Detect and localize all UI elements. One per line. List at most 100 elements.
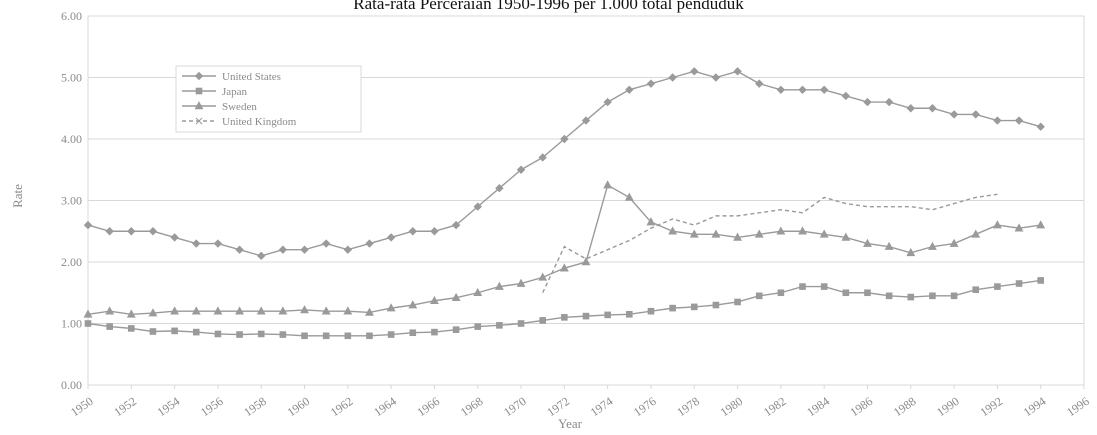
x-tick-label: 1958 xyxy=(241,394,269,419)
legend-item: United Kingdom xyxy=(182,116,297,128)
legend-label: Sweden xyxy=(222,101,257,113)
data-point xyxy=(734,298,741,306)
x-tick-label: 1996 xyxy=(1064,394,1092,419)
data-point xyxy=(777,289,785,297)
data-point xyxy=(690,67,699,76)
x-tick-label: 1960 xyxy=(285,394,313,419)
data-point xyxy=(257,251,266,261)
data-point xyxy=(972,286,980,293)
data-point xyxy=(906,104,915,113)
data-point xyxy=(668,226,678,235)
data-point xyxy=(1036,220,1046,229)
data-point xyxy=(993,116,1002,125)
data-point xyxy=(820,283,828,290)
data-point xyxy=(322,332,330,340)
data-point xyxy=(949,110,959,119)
data-point xyxy=(105,227,114,236)
data-point xyxy=(647,307,655,315)
data-point xyxy=(863,97,872,107)
data-point xyxy=(257,330,265,338)
series-line xyxy=(542,193,998,294)
data-point xyxy=(1036,122,1045,131)
data-point xyxy=(148,227,158,236)
data-point xyxy=(429,295,439,305)
x-tick-label: 1964 xyxy=(371,394,399,419)
data-point xyxy=(214,330,222,338)
data-point xyxy=(191,306,201,315)
data-point xyxy=(668,73,677,82)
data-point xyxy=(408,300,418,309)
data-point xyxy=(452,326,460,333)
x-tick-label: 1980 xyxy=(718,394,746,419)
data-point xyxy=(301,332,308,340)
data-point xyxy=(451,220,461,230)
y-tick-label: 5.00 xyxy=(61,71,82,85)
data-point xyxy=(279,331,287,338)
data-point xyxy=(884,241,894,250)
y-tick-label: 2.00 xyxy=(61,255,82,269)
data-point xyxy=(646,79,656,88)
data-point xyxy=(604,311,611,319)
data-point xyxy=(819,85,829,95)
y-tick-label: 1.00 xyxy=(61,317,82,331)
data-point xyxy=(106,323,113,330)
x-tick-label: 1956 xyxy=(198,394,226,419)
data-point xyxy=(711,229,721,238)
data-point xyxy=(733,67,742,76)
data-point xyxy=(538,272,548,281)
data-point xyxy=(84,320,92,327)
data-point xyxy=(841,91,851,101)
data-point xyxy=(343,306,353,315)
data-point xyxy=(906,247,916,257)
data-point xyxy=(516,165,526,174)
data-point xyxy=(451,292,461,301)
legend-label: Japan xyxy=(222,86,248,98)
x-tick-label: 1954 xyxy=(155,394,183,419)
data-point xyxy=(473,202,482,211)
data-point xyxy=(669,304,676,312)
data-point xyxy=(907,293,915,301)
data-point xyxy=(884,97,894,107)
data-point xyxy=(885,292,893,300)
x-tick-label: 1994 xyxy=(1021,394,1049,419)
data-point xyxy=(105,306,115,315)
x-tick-label: 1966 xyxy=(414,394,442,419)
legend-label: United Kingdom xyxy=(222,116,297,128)
data-point xyxy=(300,305,309,314)
data-point xyxy=(928,104,937,113)
data-point xyxy=(864,289,871,297)
data-point xyxy=(344,332,352,340)
data-point xyxy=(1015,280,1023,287)
x-tick-label: 1962 xyxy=(328,394,356,419)
data-point xyxy=(798,85,807,95)
data-point xyxy=(624,192,634,201)
data-point xyxy=(83,309,93,318)
data-point xyxy=(149,328,157,335)
data-point xyxy=(387,331,395,338)
data-point xyxy=(126,309,136,318)
x-tick-label: 1978 xyxy=(674,394,702,419)
y-tick-label: 3.00 xyxy=(61,194,82,208)
data-point xyxy=(929,292,936,300)
data-point xyxy=(603,97,612,107)
data-point xyxy=(560,134,569,144)
data-point xyxy=(927,241,937,250)
data-point xyxy=(496,322,503,329)
x-tick-label: 1986 xyxy=(848,394,876,419)
data-point xyxy=(430,227,439,236)
data-point xyxy=(841,232,851,241)
data-point xyxy=(343,245,353,254)
data-point xyxy=(733,232,743,241)
data-point xyxy=(192,328,200,336)
data-point xyxy=(971,229,981,238)
data-point xyxy=(170,306,180,315)
data-point xyxy=(863,238,872,247)
data-point xyxy=(495,183,504,193)
data-point xyxy=(538,153,547,162)
data-point xyxy=(799,283,806,290)
data-point xyxy=(1037,277,1044,284)
x-tick-label: 1968 xyxy=(458,394,486,419)
data-point xyxy=(213,239,223,248)
data-point xyxy=(646,217,656,226)
data-point xyxy=(1014,116,1024,125)
